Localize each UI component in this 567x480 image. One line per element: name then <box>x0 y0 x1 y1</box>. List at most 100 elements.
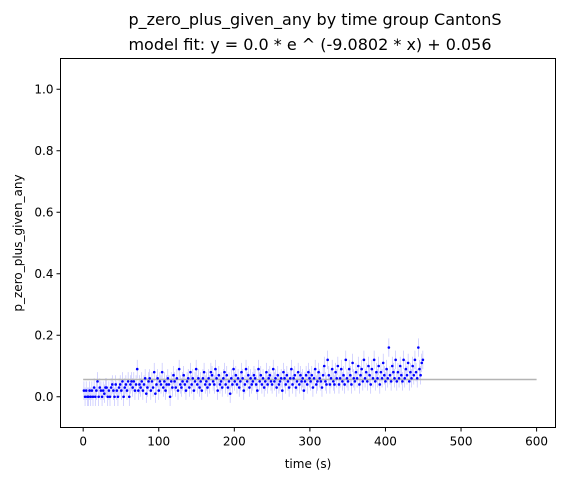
data-point <box>242 389 246 392</box>
data-point <box>324 380 327 383</box>
data-point <box>303 380 307 383</box>
data-point <box>386 377 390 380</box>
data-point <box>332 380 335 383</box>
data-point <box>210 373 214 377</box>
data-point <box>211 380 215 383</box>
data-point <box>313 367 317 371</box>
data-point <box>176 389 180 392</box>
data-point <box>174 386 178 389</box>
y-tick-label: 0.8 <box>34 144 53 158</box>
y-tick-label: 0.2 <box>34 328 53 342</box>
data-point <box>248 386 251 389</box>
data-point <box>132 380 136 383</box>
data-point <box>322 364 326 368</box>
data-point <box>226 386 230 389</box>
data-point <box>240 370 243 374</box>
data-point <box>114 383 117 386</box>
data-point <box>333 383 336 386</box>
data-point <box>354 370 358 374</box>
data-point <box>406 361 410 365</box>
data-point <box>92 386 96 389</box>
data-point <box>235 383 239 386</box>
plot-area <box>82 338 537 406</box>
data-point <box>293 373 297 377</box>
data-point <box>112 389 115 392</box>
data-point <box>325 383 328 386</box>
data-point <box>116 395 120 399</box>
data-point <box>417 346 420 349</box>
data-point <box>228 392 232 395</box>
data-point <box>82 389 86 392</box>
data-point <box>285 373 289 377</box>
data-point <box>339 367 343 371</box>
data-point <box>241 377 244 380</box>
data-point <box>261 377 265 380</box>
data-point <box>137 389 140 392</box>
data-point <box>113 395 116 399</box>
data-point <box>171 386 174 389</box>
x-tick-label: 400 <box>374 435 397 449</box>
data-point <box>379 370 383 374</box>
chart-subtitle: model fit: y = 0.0 * e ^ (-9.0802 * x) +… <box>128 35 491 54</box>
data-point <box>401 380 404 383</box>
data-point <box>282 370 285 374</box>
data-point <box>372 358 376 362</box>
data-point <box>274 377 277 380</box>
data-point <box>135 367 139 371</box>
data-point <box>400 373 403 377</box>
data-point <box>149 389 153 392</box>
data-point <box>203 383 207 386</box>
data-point <box>88 389 91 392</box>
data-point <box>291 383 294 386</box>
data-point <box>404 367 408 371</box>
data-point <box>146 386 149 389</box>
data-point <box>366 380 369 383</box>
data-point <box>183 383 187 386</box>
data-point <box>148 377 151 380</box>
data-point <box>298 383 301 386</box>
data-point <box>414 370 418 374</box>
data-point <box>233 380 236 383</box>
data-point <box>225 373 229 377</box>
data-point <box>352 377 356 380</box>
data-point <box>320 386 324 389</box>
data-point <box>395 380 399 383</box>
data-point <box>375 370 378 374</box>
y-axis-ticks: 0.0 0.2 0.4 0.6 0.8 1.0 <box>34 82 61 404</box>
data-point <box>360 367 363 371</box>
data-point <box>96 380 99 383</box>
data-point <box>265 370 268 374</box>
data-point <box>243 383 247 386</box>
data-point <box>356 364 360 368</box>
data-point <box>134 383 138 386</box>
data-point <box>152 370 156 374</box>
data-point <box>206 386 209 389</box>
data-point <box>257 367 260 371</box>
data-point <box>118 383 122 386</box>
data-point <box>199 380 202 383</box>
data-point <box>347 367 351 371</box>
data-point <box>140 380 144 383</box>
data-point <box>396 370 400 374</box>
data-point <box>420 361 424 365</box>
data-point <box>350 383 353 386</box>
data-point <box>364 370 368 374</box>
data-point <box>273 380 276 383</box>
data-point <box>377 364 380 368</box>
data-point <box>312 377 316 380</box>
data-point <box>89 395 93 399</box>
data-point <box>125 389 129 392</box>
data-point <box>394 358 397 362</box>
data-point <box>412 373 416 377</box>
data-point <box>286 380 290 383</box>
data-point <box>156 377 159 380</box>
data-point <box>115 389 119 392</box>
x-axis-ticks: 0 100 200 300 400 500 600 <box>79 427 548 449</box>
data-point <box>410 377 413 380</box>
data-point <box>167 383 171 386</box>
data-point <box>214 367 217 371</box>
plot-frame <box>60 58 556 428</box>
x-tick-label: 600 <box>525 435 548 449</box>
data-point <box>100 395 104 399</box>
data-point <box>190 383 193 386</box>
